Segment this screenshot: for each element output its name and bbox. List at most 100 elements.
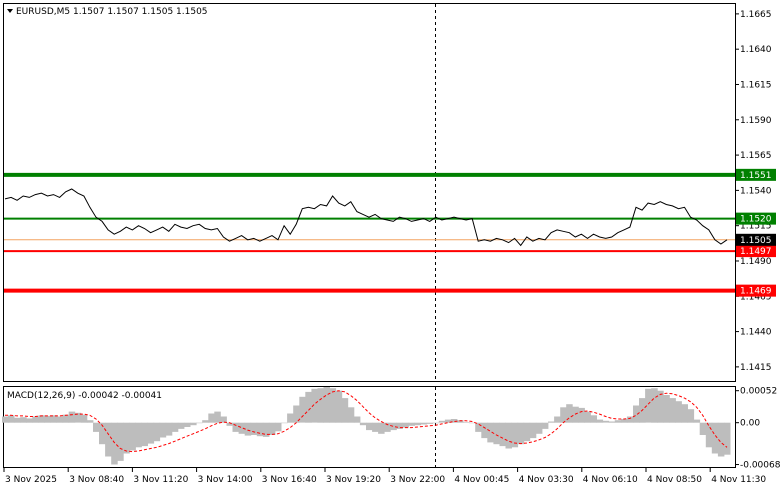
- macd-histogram-bar: [226, 422, 233, 426]
- price-axis-label: 1.1515: [740, 222, 772, 232]
- macd-histogram-bar: [572, 406, 579, 423]
- macd-histogram-bar: [86, 420, 94, 423]
- macd-histogram-bar: [408, 422, 415, 426]
- macd-histogram-bar: [657, 390, 664, 423]
- time-axis-label: 4 Nov 08:50: [647, 475, 702, 485]
- macd-histogram-bar: [681, 404, 688, 423]
- macd-histogram-bar: [250, 422, 258, 435]
- macd-histogram-bar: [481, 422, 488, 439]
- level-tag-1-bg: [736, 212, 776, 225]
- macd-histogram-bar: [171, 422, 179, 432]
- macd-histogram-bar: [366, 422, 373, 431]
- macd-histogram-bar: [645, 388, 652, 423]
- macd-signal-line: [5, 390, 728, 453]
- macd-histogram-bar: [614, 420, 622, 423]
- level-tag-3: 1.1469: [740, 287, 772, 297]
- macd-histogram-bar: [717, 422, 725, 457]
- macd-histogram-bar: [56, 416, 64, 423]
- macd-panel[interactable]: MACD(12,26,9) -0.00042 -0.00041: [2, 386, 736, 468]
- macd-histogram-bar: [184, 422, 191, 427]
- macd-histogram-bar: [584, 411, 591, 423]
- price-axis[interactable]: 1.1665 1.1640 1.1615 1.1590 1.1565 1.1540 1.15…: [735, 10, 772, 373]
- macd-histogram-bar: [347, 407, 355, 423]
- macd-histogram-bar: [372, 422, 379, 432]
- macd-histogram-bar: [450, 419, 458, 423]
- time-axis-label: 4 Nov 11:30: [711, 475, 766, 485]
- macd-histogram-bar: [414, 422, 421, 426]
- time-axis[interactable]: 3 Nov 2025 3 Nov 08:40 3 Nov 11:20 3 Nov 14…: [3, 467, 766, 485]
- time-axis-label: 4 Nov 00:45: [454, 475, 509, 485]
- level-tag-1: 1.1520: [740, 215, 772, 225]
- macd-histogram-bar: [147, 422, 155, 444]
- macd-histogram-bar: [153, 422, 161, 442]
- macd-histogram-bar: [281, 422, 288, 424]
- price-axis-label: 1.1590: [740, 116, 772, 126]
- macd-histogram-bar: [699, 422, 707, 435]
- macd-histogram-bar: [256, 422, 264, 437]
- macd-histogram-bar: [311, 388, 318, 423]
- macd-histogram-bar: [111, 422, 118, 465]
- macd-histogram-bar: [590, 415, 597, 423]
- macd-histogram-bar: [305, 391, 312, 423]
- macd-histogram-bar: [541, 422, 549, 429]
- time-axis-label: 3 Nov 11:20: [133, 475, 188, 485]
- macd-histogram-bar: [426, 422, 434, 424]
- macd-histogram-bar: [26, 418, 33, 423]
- macd-histogram-bar: [384, 422, 391, 432]
- macd-histogram-bar: [457, 420, 464, 423]
- level-tag-0-bg: [736, 168, 776, 181]
- time-axis-label: 3 Nov 16:40: [262, 475, 317, 485]
- macd-histogram-bar: [560, 407, 567, 423]
- macd-histogram-bar: [68, 411, 76, 423]
- time-axis-label: 3 Nov 08:40: [69, 475, 124, 485]
- macd-histogram-bar: [487, 422, 494, 443]
- macd-histogram-bar: [493, 422, 500, 445]
- price-axis-label: 1.1490: [740, 257, 772, 267]
- macd-histogram-bar: [529, 422, 537, 439]
- macd-histogram-bar: [123, 422, 130, 454]
- macd-histogram-bar: [693, 419, 701, 423]
- macd-histogram-bar: [687, 409, 695, 423]
- price-level-tags: 1.1551 1.1520 1.1497 1.1469 1.1505: [736, 168, 776, 297]
- macd-histogram-bar: [99, 422, 106, 445]
- macd-histogram-bar: [74, 412, 82, 423]
- price-axis-label: 1.1565: [740, 151, 772, 161]
- header-dropdown-icon[interactable]: [7, 9, 13, 13]
- macd-histogram-bar: [244, 422, 252, 436]
- macd-histogram-bar: [359, 422, 367, 426]
- macd-histogram-bar: [626, 416, 634, 423]
- macd-histogram-bar: [50, 415, 57, 423]
- price-axis-label: 1.1440: [740, 328, 772, 338]
- macd-histogram-bar: [190, 422, 197, 426]
- symbol-header[interactable]: EURUSD,M5 1.1507 1.1507 1.1505 1.1505: [7, 7, 208, 17]
- macd-histogram-bar: [159, 422, 167, 438]
- macd-histogram-bar: [675, 401, 682, 423]
- macd-histogram-bar: [554, 416, 561, 423]
- macd-histogram-bar: [390, 422, 397, 431]
- price-panel-frame: [3, 3, 736, 382]
- macd-histogram-bar: [93, 422, 100, 432]
- price-axis-label: 1.1415: [740, 363, 772, 373]
- symbol-header-text: EURUSD,M5 1.1507 1.1507 1.1505 1.1505: [16, 7, 208, 17]
- price-axis-label: 1.1540: [740, 186, 772, 196]
- macd-axis: 0.00052 0.00 -0.00068: [735, 387, 781, 471]
- macd-histogram-bar: [578, 407, 585, 423]
- macd-histogram-bar: [317, 388, 324, 423]
- macd-histogram-bar: [523, 422, 531, 442]
- macd-histogram-bar: [566, 404, 573, 423]
- macd-histogram-bar: [117, 422, 124, 461]
- price-axis-label: 1.1665: [740, 10, 772, 20]
- macd-histogram-bar: [208, 413, 215, 423]
- macd-histogram-bar: [177, 422, 185, 429]
- macd-histogram-bar: [299, 396, 306, 423]
- macd-histogram-bar: [2, 416, 9, 423]
- time-axis-label: 3 Nov 2025: [5, 475, 57, 485]
- macd-histogram-bar: [14, 417, 21, 423]
- macd-histogram-bar: [232, 422, 239, 432]
- macd-axis-label: 0.00052: [740, 387, 777, 397]
- price-panel[interactable]: EURUSD,M5 1.1507 1.1507 1.1505 1.1505: [3, 3, 736, 382]
- macd-histogram-bar: [20, 417, 27, 423]
- macd-axis-label: -0.00068: [740, 461, 781, 471]
- macd-histogram-bar: [353, 416, 361, 423]
